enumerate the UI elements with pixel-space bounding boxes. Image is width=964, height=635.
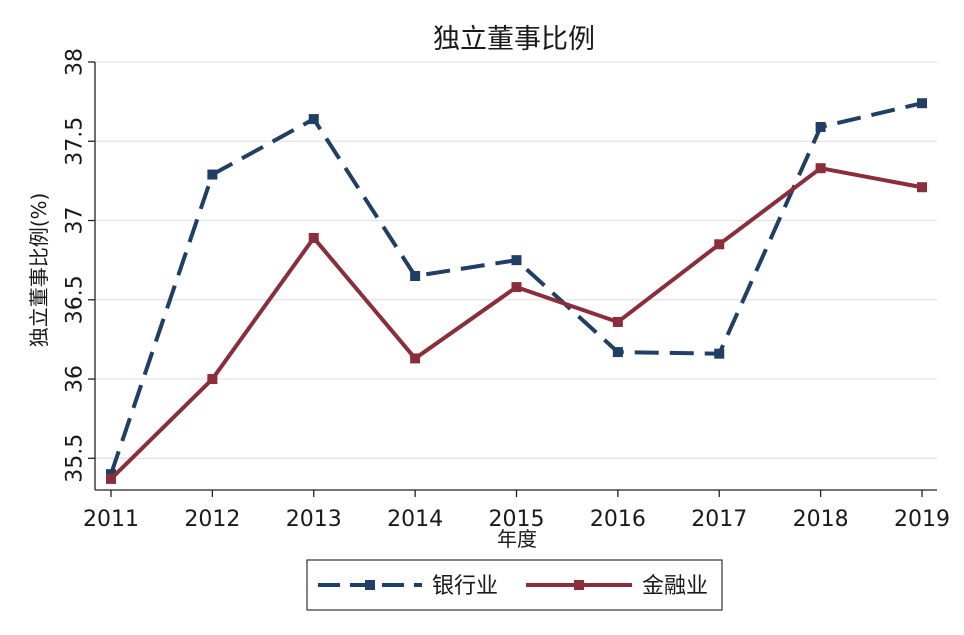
series-2-point-2018: [815, 163, 826, 174]
x-tick-label-7: 2018: [793, 507, 849, 532]
x-tick-label-8: 2019: [894, 507, 950, 532]
x-tick-label-4: 2015: [489, 507, 545, 532]
series-2-point-2017: [714, 239, 725, 250]
series-1-point-2012: [207, 169, 218, 180]
series-1-point-2013: [308, 114, 319, 125]
x-tick-label-1: 2012: [184, 507, 240, 532]
y-tick-label-3: 37: [63, 207, 88, 235]
y-tick-label-5: 38: [63, 48, 88, 76]
legend: 银行业 金融业: [306, 559, 723, 611]
grid-lines: [95, 61, 937, 459]
x-axis-title: 年度: [497, 527, 537, 551]
y-tick-label-2: 36.5: [63, 275, 88, 324]
series-2-point-2011: [106, 473, 116, 484]
x-tick-label-2: 2013: [286, 507, 342, 532]
legend-box: [306, 559, 723, 611]
series-1-point-2014: [410, 271, 421, 281]
series-1-point-2017: [714, 348, 725, 359]
series-2-point-2015: [511, 282, 522, 293]
series-2-point-2013: [308, 232, 319, 243]
legend-label-series-2: 金融业: [642, 574, 708, 599]
series-2-point-2012: [207, 374, 218, 385]
series-1-point-2015: [511, 255, 522, 266]
series-1-point-2019: [917, 98, 927, 109]
legend-marker-series-1: [365, 580, 375, 590]
y-tick-label-0: 35.5: [63, 434, 88, 483]
x-tick-label-3: 2014: [387, 507, 443, 532]
series-2-point-2019: [917, 182, 927, 193]
legend-marker-series-2: [574, 580, 584, 590]
y-ticks: 35.5 36 36.5 37 37.5 38: [63, 48, 95, 483]
x-ticks: 2011 2012 2013 2014 2015 2016 2017 2018 2019: [83, 490, 950, 532]
series-1-point-2016: [612, 347, 623, 358]
y-axis-title: 独立董事比例(%): [27, 193, 51, 348]
chart-title: 独立董事比例: [433, 24, 595, 55]
x-tick-label-0: 2011: [83, 507, 139, 532]
y-tick-label-1: 36: [63, 365, 88, 393]
series-1-point-2018: [815, 121, 826, 132]
series-group: [106, 98, 927, 484]
legend-label-series-1: 银行业: [432, 574, 498, 599]
series-2-point-2016: [612, 316, 623, 327]
y-tick-label-4: 37.5: [63, 117, 88, 166]
x-tick-label-6: 2017: [691, 507, 747, 532]
series-2-point-2014: [410, 353, 421, 364]
x-tick-label-5: 2016: [590, 507, 646, 532]
